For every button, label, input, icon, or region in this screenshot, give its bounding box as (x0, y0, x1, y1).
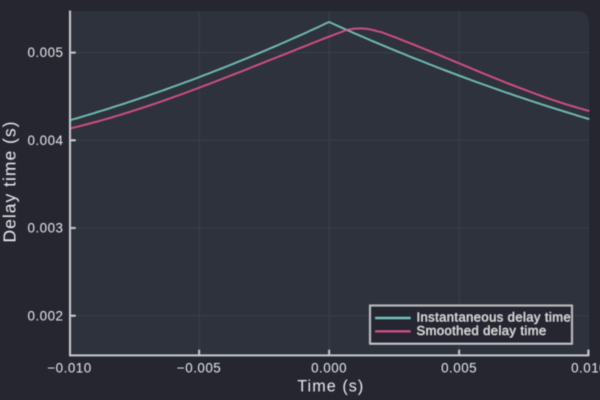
svg-text:0.003: 0.003 (27, 221, 63, 236)
svg-text:Delay time (s): Delay time (s) (0, 121, 20, 243)
svg-text:0.000: 0.000 (311, 361, 347, 376)
svg-text:−0.005: −0.005 (177, 361, 221, 376)
svg-text:0.005: 0.005 (441, 361, 477, 376)
svg-text:Time (s): Time (s) (297, 377, 364, 395)
svg-text:0.002: 0.002 (27, 308, 63, 323)
svg-text:0.005: 0.005 (27, 45, 63, 60)
svg-text:Smoothed delay time: Smoothed delay time (417, 323, 547, 338)
svg-text:Instantaneous delay time: Instantaneous delay time (417, 310, 572, 325)
svg-text:−0.010: −0.010 (47, 361, 91, 376)
svg-text:0.010: 0.010 (571, 361, 600, 376)
svg-text:0.004: 0.004 (27, 133, 63, 148)
